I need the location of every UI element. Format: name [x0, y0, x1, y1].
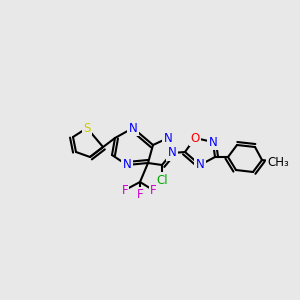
- Text: N: N: [164, 131, 172, 145]
- Text: S: S: [83, 122, 91, 134]
- Text: F: F: [122, 184, 128, 196]
- Text: F: F: [150, 184, 156, 196]
- Text: F: F: [137, 188, 143, 202]
- Text: Cl: Cl: [156, 173, 168, 187]
- Text: N: N: [168, 146, 176, 160]
- Text: N: N: [196, 158, 204, 172]
- Text: O: O: [190, 131, 200, 145]
- Text: N: N: [129, 122, 137, 134]
- Text: N: N: [123, 158, 131, 172]
- Text: CH₃: CH₃: [267, 155, 289, 169]
- Text: N: N: [208, 136, 217, 148]
